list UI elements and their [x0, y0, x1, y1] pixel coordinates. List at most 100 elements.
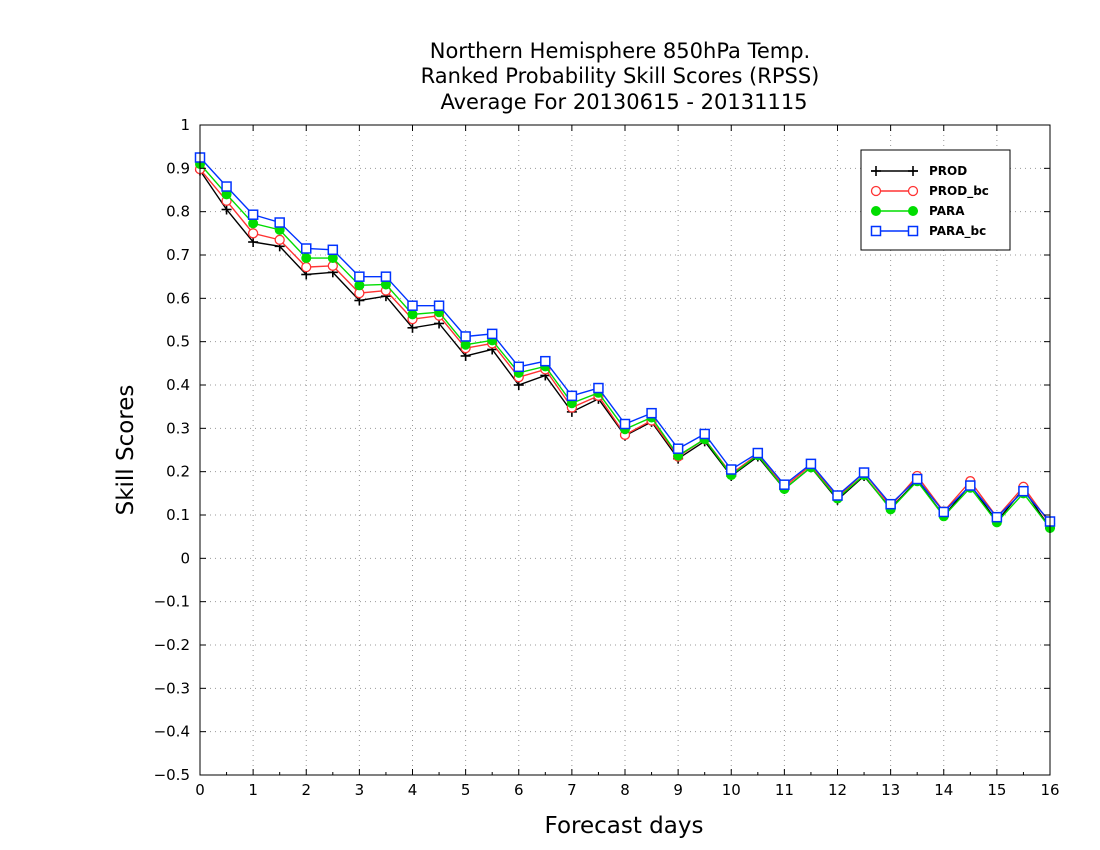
data-point	[907, 185, 919, 197]
legend-item: PROD	[871, 164, 967, 178]
x-tick-label: 16	[1040, 781, 1059, 799]
data-point	[301, 253, 312, 264]
y-tick-label: 0.8	[166, 203, 190, 221]
y-tick-label: 0.5	[166, 333, 190, 351]
x-tick-label: 0	[195, 781, 205, 799]
y-tick-label: −0.5	[154, 766, 190, 784]
data-point	[908, 206, 918, 216]
data-point	[354, 280, 365, 291]
x-tick-label: 14	[934, 781, 953, 799]
data-point	[871, 166, 881, 176]
data-point	[301, 243, 312, 254]
legend-item: PROD_bc	[870, 184, 989, 199]
data-point	[380, 271, 392, 282]
data-point	[870, 185, 882, 197]
legend: PROD PROD_bc PARA PARA_bc	[860, 149, 1011, 251]
series-para-bc	[194, 152, 1056, 527]
y-tick-label: 0	[180, 549, 190, 567]
x-tick-label: 5	[461, 781, 471, 799]
data-point	[274, 234, 285, 245]
title-line-3: Average For 20130615 - 20131115	[440, 90, 807, 114]
x-tick-label: 7	[567, 781, 577, 799]
data-point	[752, 447, 764, 459]
x-tick-label: 11	[775, 781, 794, 799]
y-tick-label: 0.3	[166, 419, 190, 437]
legend-label: PARA_bc	[929, 224, 986, 239]
grid-lines	[200, 125, 1050, 775]
title-line-1: Northern Hemisphere 850hPa Temp.	[430, 39, 810, 63]
data-point	[354, 271, 365, 282]
x-tick-label: 8	[620, 781, 630, 799]
y-tick-label: 0.6	[166, 289, 190, 307]
x-tick-label: 10	[722, 781, 741, 799]
x-tick-label: 12	[828, 781, 847, 799]
data-point	[885, 498, 896, 510]
x-tick-label: 6	[514, 781, 524, 799]
data-point	[248, 237, 259, 247]
data-point	[907, 225, 919, 237]
data-point	[433, 300, 445, 311]
data-point	[805, 458, 817, 470]
x-tick-label: 1	[248, 781, 258, 799]
x-tick-label: 3	[355, 781, 365, 799]
data-point	[327, 244, 339, 256]
y-tick-label: 0.2	[166, 463, 190, 481]
data-point	[221, 204, 232, 215]
x-tick-label: 4	[408, 781, 418, 799]
data-point	[460, 331, 471, 342]
data-point	[858, 467, 870, 478]
x-tick-label: 15	[987, 781, 1006, 799]
data-point	[726, 464, 737, 475]
data-point	[247, 209, 259, 220]
data-point	[646, 407, 657, 419]
y-tick-label: −0.2	[154, 636, 190, 654]
data-point	[619, 418, 631, 430]
legend-label: PROD_bc	[929, 184, 989, 199]
x-tick-label: 2	[301, 781, 311, 799]
y-tick-label: 0.7	[166, 246, 190, 264]
y-tick-label: 0.9	[166, 159, 190, 177]
y-tick-label: −0.1	[154, 593, 190, 611]
data-point	[274, 217, 285, 228]
legend-box	[860, 149, 1011, 251]
y-tick-label: 1	[180, 116, 190, 134]
axis-ticks: 0 1 2 3 4 5 6 7 8 9 10 11 12 13 14 15 1610.90.80.70.60.5…	[154, 116, 1060, 799]
data-point	[911, 473, 923, 485]
legend-item: PARA	[871, 204, 965, 218]
data-point	[699, 428, 710, 440]
data-point	[486, 328, 498, 340]
legend-item: PARA_bc	[870, 224, 986, 239]
data-point	[779, 479, 790, 490]
data-point	[870, 225, 882, 237]
data-point	[908, 166, 918, 176]
data-point	[871, 206, 881, 216]
data-point	[247, 228, 259, 239]
y-tick-label: 0.4	[166, 376, 190, 394]
data-point	[965, 480, 976, 491]
data-point	[407, 309, 418, 320]
x-axis-title: Forecast days	[545, 813, 704, 839]
data-point	[938, 506, 949, 518]
data-point	[672, 443, 684, 454]
data-point	[248, 218, 259, 229]
data-point	[513, 361, 524, 373]
data-point	[221, 181, 232, 192]
y-axis-title: Skill Scores	[113, 385, 139, 516]
data-point	[566, 390, 578, 402]
chart-title: Northern Hemisphere 850hPa Temp. Ranked …	[421, 39, 820, 114]
data-point	[407, 322, 418, 333]
y-tick-label: −0.4	[154, 723, 190, 741]
data-point	[301, 261, 312, 273]
legend-label: PROD	[929, 164, 967, 178]
x-tick-label: 13	[881, 781, 900, 799]
y-tick-label: 0.1	[166, 506, 190, 524]
data-point	[832, 490, 843, 501]
x-tick-label: 9	[673, 781, 683, 799]
data-point	[540, 355, 551, 367]
y-tick-label: −0.3	[154, 679, 190, 697]
data-point	[991, 511, 1003, 523]
data-point	[1018, 485, 1029, 497]
legend-label: PARA	[929, 204, 965, 218]
data-point	[407, 300, 418, 311]
